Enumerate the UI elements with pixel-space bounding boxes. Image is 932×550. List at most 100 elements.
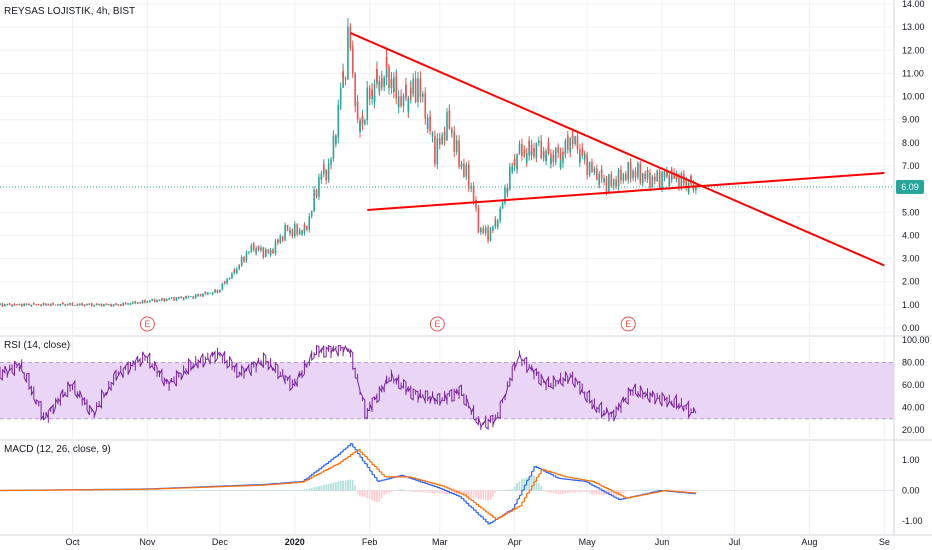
macd-histogram-bar bbox=[579, 490, 581, 493]
macd-histogram-bar bbox=[516, 482, 518, 491]
candle-body bbox=[81, 303, 83, 306]
candle-body bbox=[496, 220, 499, 227]
macd-histogram-bar bbox=[339, 481, 342, 491]
macd-histogram-bar bbox=[651, 489, 654, 491]
candle-body bbox=[23, 304, 25, 307]
macd-histogram-bar bbox=[538, 483, 540, 491]
candle-body bbox=[134, 301, 137, 304]
candle-body bbox=[45, 304, 47, 306]
candle-body bbox=[144, 300, 146, 302]
macd-histogram-bar bbox=[303, 489, 306, 491]
candle-body bbox=[105, 303, 108, 305]
candle-body bbox=[132, 301, 134, 304]
candle-body bbox=[634, 171, 637, 178]
candle-body bbox=[600, 169, 603, 179]
macd-histogram-bar bbox=[277, 489, 279, 491]
price-tick-label: 14.00 bbox=[902, 0, 925, 9]
candle-body bbox=[371, 89, 373, 96]
candle-body bbox=[463, 167, 465, 177]
candle-body bbox=[535, 142, 538, 158]
macd-histogram-bar bbox=[409, 490, 412, 492]
candle-body bbox=[103, 303, 105, 306]
macd-histogram-bar bbox=[279, 489, 282, 491]
candle-body bbox=[141, 301, 144, 304]
candle-body bbox=[66, 304, 69, 306]
macd-histogram-bar bbox=[554, 490, 557, 494]
candle-body bbox=[617, 183, 620, 187]
grid bbox=[0, 0, 932, 536]
candle-body bbox=[567, 136, 569, 150]
macd-pane[interactable] bbox=[0, 443, 894, 525]
candle-body bbox=[33, 303, 35, 305]
candle-body bbox=[76, 304, 79, 305]
candle-body bbox=[197, 295, 199, 297]
candle-body bbox=[30, 304, 33, 307]
candle-body bbox=[467, 175, 470, 189]
candle-body bbox=[168, 298, 170, 300]
macd-histogram-bar bbox=[378, 490, 381, 500]
candle-body bbox=[279, 236, 282, 240]
candle-body bbox=[122, 304, 125, 306]
candle-body bbox=[506, 188, 509, 194]
candle-body bbox=[281, 236, 284, 240]
candle-body bbox=[45, 303, 47, 306]
candle-body bbox=[25, 303, 28, 305]
candle-body bbox=[187, 296, 190, 298]
macd-histogram-bar bbox=[349, 479, 352, 491]
macd-histogram-bar bbox=[521, 479, 523, 491]
candle-body bbox=[71, 303, 74, 306]
candle-body bbox=[139, 302, 141, 304]
candle-body bbox=[530, 151, 533, 156]
macd-histogram-bar bbox=[327, 483, 330, 491]
macd-histogram-bar bbox=[492, 490, 494, 495]
candle-body bbox=[504, 187, 506, 193]
price-tick-label: 13.00 bbox=[902, 22, 925, 32]
rsi-line bbox=[0, 344, 697, 431]
candle-body bbox=[20, 305, 23, 307]
candle-body bbox=[267, 249, 269, 253]
candle-body bbox=[281, 239, 284, 241]
macd-title: MACD (12, 26, close, 9) bbox=[4, 444, 111, 455]
candle-body bbox=[4, 304, 6, 306]
candle-body bbox=[385, 57, 388, 67]
candle-body bbox=[516, 154, 518, 170]
rsi-pane[interactable] bbox=[0, 344, 894, 431]
candle-body bbox=[296, 224, 298, 229]
price-tick-label: 12.00 bbox=[902, 45, 925, 55]
macd-histogram-bar bbox=[593, 490, 596, 495]
candle-body bbox=[670, 169, 673, 173]
candle-body bbox=[443, 132, 446, 141]
candle-body bbox=[593, 168, 596, 170]
x-tick-label: 2020 bbox=[285, 537, 305, 547]
macd-histogram-bar bbox=[296, 489, 298, 491]
candle-body bbox=[419, 83, 422, 97]
macd-histogram-bar bbox=[424, 490, 427, 493]
candle-body bbox=[383, 77, 385, 88]
candle-body bbox=[199, 294, 202, 296]
candle-body bbox=[509, 167, 511, 173]
candle-body bbox=[470, 187, 472, 189]
macd-histogram-bar bbox=[223, 490, 226, 491]
candle-body bbox=[554, 158, 557, 162]
macd-histogram-bar bbox=[690, 490, 692, 492]
candle-body bbox=[511, 166, 514, 172]
candle-body bbox=[559, 152, 562, 168]
candle-body bbox=[557, 147, 559, 153]
price-tick-label: 3.00 bbox=[902, 254, 920, 264]
macd-histogram-bar bbox=[431, 490, 434, 493]
candle-body bbox=[663, 176, 666, 178]
candle-body bbox=[644, 178, 646, 180]
candle-body bbox=[414, 83, 417, 103]
candle-body bbox=[178, 298, 180, 299]
macd-histogram-bar bbox=[291, 489, 294, 491]
candle-body bbox=[368, 87, 371, 99]
candle-body bbox=[163, 300, 166, 302]
macd-histogram-bar bbox=[264, 489, 267, 491]
candle-body bbox=[494, 219, 497, 222]
candle-body bbox=[501, 202, 504, 206]
macd-histogram-bar bbox=[366, 490, 369, 499]
candle-body bbox=[146, 301, 149, 303]
candle-body bbox=[666, 169, 668, 176]
